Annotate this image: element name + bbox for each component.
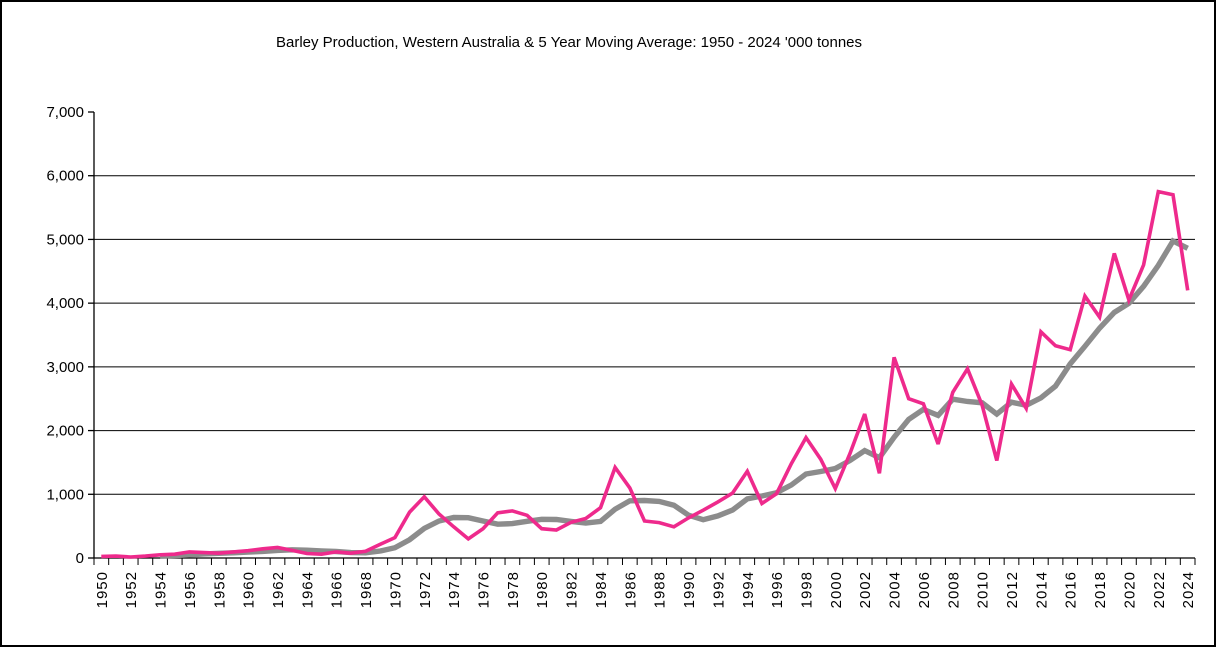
x-axis-label: 1984: [593, 571, 610, 608]
y-axis-label: 4,000: [46, 295, 84, 312]
y-axis-label: 6,000: [46, 168, 84, 185]
x-axis-label: 1994: [740, 571, 757, 608]
y-axis-label: 1,000: [46, 486, 84, 503]
x-axis-label: 1962: [270, 571, 287, 608]
y-axis-label: 2,000: [46, 423, 84, 440]
x-axis-label: 2010: [975, 571, 992, 608]
x-axis-label: 2020: [1121, 571, 1138, 608]
x-axis-label: 2012: [1004, 571, 1021, 608]
x-axis-label: 1958: [211, 571, 228, 608]
y-axis-label: 5,000: [46, 231, 84, 248]
x-axis-label: 1976: [476, 571, 493, 608]
x-axis-label: 2002: [857, 571, 874, 608]
production-line: [101, 189, 1190, 559]
moving-average-line: [160, 237, 1189, 559]
x-axis-label: 1986: [622, 571, 639, 608]
x-axis-label: 1996: [769, 571, 786, 608]
x-axis-label: 1998: [798, 571, 815, 608]
x-axis-label: 2016: [1063, 571, 1080, 608]
x-axis-label: 1956: [182, 571, 199, 608]
x-axis-label: 2008: [945, 571, 962, 608]
x-axis-label: 1978: [505, 571, 522, 608]
x-axis-label: 1950: [94, 571, 111, 608]
x-axis-label: 1968: [358, 571, 375, 608]
x-axis-label: 1964: [299, 571, 316, 608]
x-axis-label: 2006: [916, 571, 933, 608]
x-axis-label: 1988: [652, 571, 669, 608]
y-axis-label: 3,000: [46, 359, 84, 376]
x-axis-label: 1990: [681, 571, 698, 608]
x-axis-label: 1980: [534, 571, 551, 608]
x-axis-label: 1966: [329, 571, 346, 608]
chart-title: Barley Production, Western Australia & 5…: [275, 34, 863, 51]
x-axis-label: 1982: [564, 571, 581, 608]
x-axis-label: 2022: [1151, 571, 1168, 608]
y-axis-label: 7,000: [46, 104, 84, 121]
x-axis-label: 2024: [1180, 571, 1197, 608]
x-axis-label: 2018: [1092, 571, 1109, 608]
x-axis-label: 1960: [241, 571, 258, 608]
x-axis-label: 2014: [1033, 571, 1050, 608]
x-axis-label: 1952: [123, 571, 140, 608]
x-axis-label: 1972: [417, 571, 434, 608]
x-axis-label: 2000: [828, 571, 845, 608]
y-axis-label: 0: [76, 550, 84, 567]
x-axis-label: 1970: [387, 571, 404, 608]
x-axis-label: 2004: [887, 571, 904, 608]
x-axis-label: 1992: [710, 571, 727, 608]
x-axis-label: 1974: [446, 571, 463, 608]
x-axis-label: 1954: [153, 571, 170, 608]
